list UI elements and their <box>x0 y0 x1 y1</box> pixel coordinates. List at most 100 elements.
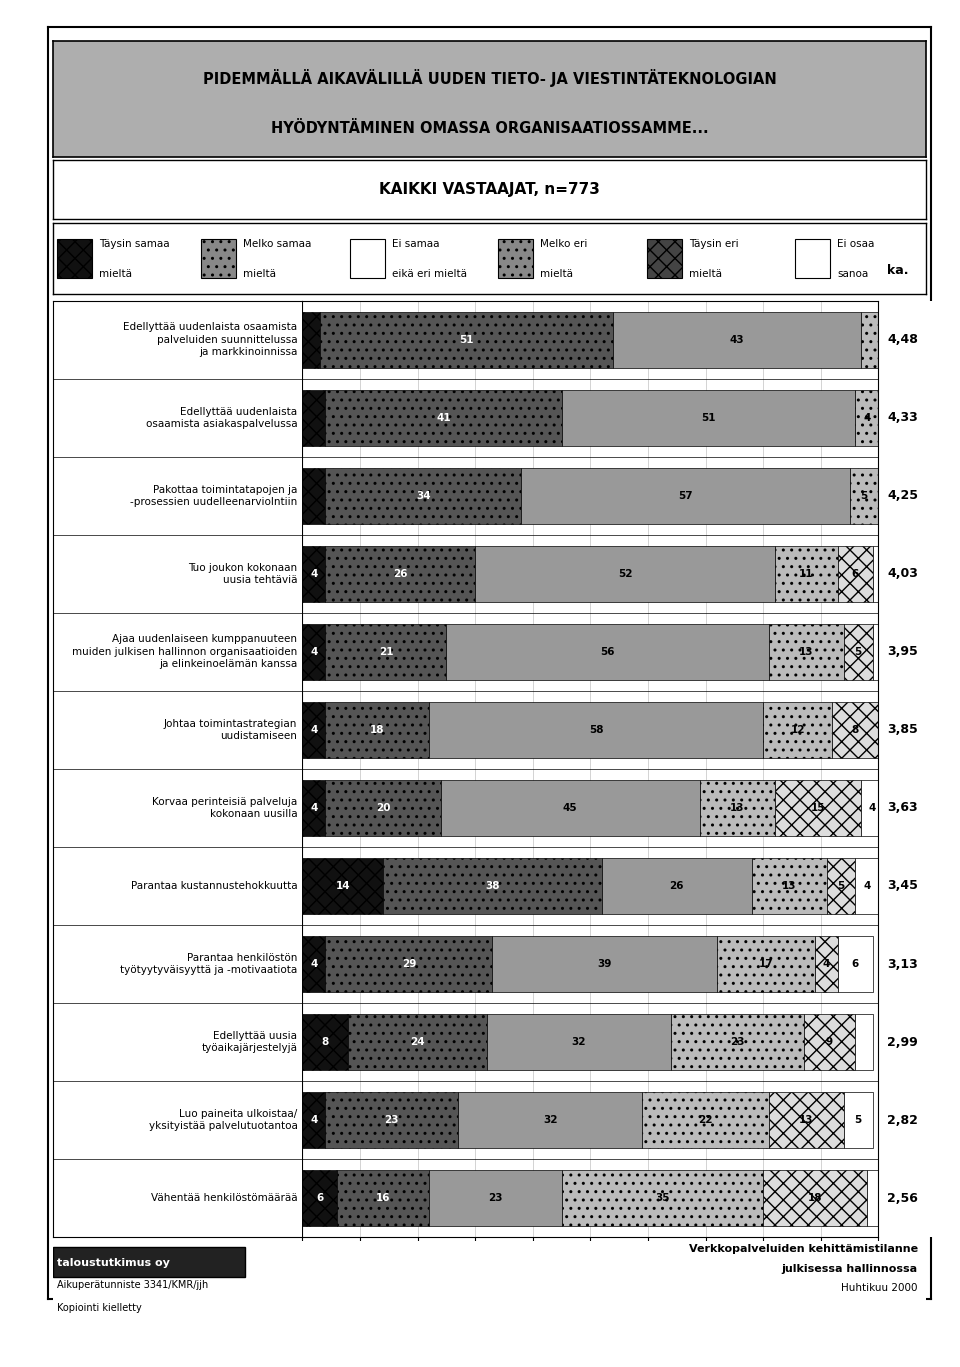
Text: Melko samaa: Melko samaa <box>243 239 312 249</box>
Text: 18: 18 <box>370 725 385 735</box>
Text: Täysin eri: Täysin eri <box>688 239 738 249</box>
Text: sanoa: sanoa <box>837 269 869 279</box>
Bar <box>429 1170 562 1226</box>
Bar <box>861 312 878 368</box>
Text: 57: 57 <box>678 491 693 500</box>
Text: 4: 4 <box>823 960 830 969</box>
X-axis label: %: % <box>584 1263 597 1277</box>
Text: Parantaa kustannustehokkuutta: Parantaa kustannustehokkuutta <box>131 880 298 891</box>
Bar <box>325 390 562 446</box>
Text: 4: 4 <box>310 725 318 735</box>
Bar <box>202 239 236 279</box>
Text: 13: 13 <box>781 880 797 891</box>
Text: KAIKKI VASTAAJAT, n=773: KAIKKI VASTAAJAT, n=773 <box>379 182 600 197</box>
Text: 29: 29 <box>402 960 416 969</box>
Text: Parantaa henkilöstön
työtyytyväisyyttä ja -motivaatiota: Parantaa henkilöstön työtyytyväisyyttä j… <box>120 953 298 975</box>
Bar <box>325 468 521 524</box>
Text: 4: 4 <box>863 413 871 422</box>
Text: 5: 5 <box>854 1115 862 1125</box>
Bar <box>850 468 878 524</box>
Text: 13: 13 <box>908 725 924 735</box>
Bar <box>302 623 325 679</box>
Text: 32: 32 <box>542 1115 558 1125</box>
Text: 26: 26 <box>393 569 408 578</box>
Bar <box>878 701 953 759</box>
Bar <box>441 779 700 837</box>
Bar <box>890 390 901 446</box>
Bar <box>855 1014 873 1070</box>
Text: julkisessa hallinnossa: julkisessa hallinnossa <box>781 1263 918 1274</box>
Bar <box>878 312 884 368</box>
Bar <box>804 1014 855 1070</box>
Text: 14: 14 <box>905 647 921 658</box>
Text: Aikuperätunniste 3341/KMR/jjh: Aikuperätunniste 3341/KMR/jjh <box>58 1280 208 1290</box>
Text: 51: 51 <box>459 335 474 344</box>
Text: Kopiointi kielletty: Kopiointi kielletty <box>58 1303 142 1314</box>
Text: 38: 38 <box>485 880 500 891</box>
Bar <box>492 936 717 992</box>
Text: 34: 34 <box>416 491 431 500</box>
Bar <box>302 545 325 601</box>
Text: 4: 4 <box>869 802 876 813</box>
Text: Johtaa toimintastrategian
uudistamiseen: Johtaa toimintastrategian uudistamiseen <box>164 719 298 741</box>
Text: Tuo joukon kokonaan
uusia tehtäviä: Tuo joukon kokonaan uusia tehtäviä <box>188 563 298 585</box>
Text: eikä eri mieltä: eikä eri mieltä <box>392 269 467 279</box>
Bar <box>562 390 855 446</box>
Text: 39: 39 <box>598 960 612 969</box>
Text: 13: 13 <box>799 1115 814 1125</box>
Bar <box>896 468 907 524</box>
Bar <box>867 1170 884 1226</box>
Bar <box>475 545 775 601</box>
Bar <box>302 390 325 446</box>
Bar <box>337 1170 429 1226</box>
Bar <box>325 936 492 992</box>
Text: 6: 6 <box>316 1193 324 1203</box>
Text: 4,25: 4,25 <box>887 489 918 502</box>
Text: 4: 4 <box>310 569 318 578</box>
Bar <box>325 779 441 837</box>
Text: 23: 23 <box>384 1115 399 1125</box>
Bar <box>302 1014 348 1070</box>
Bar <box>429 701 763 759</box>
Bar <box>302 779 325 837</box>
Bar <box>775 545 838 601</box>
Text: 3,95: 3,95 <box>887 645 918 659</box>
Text: 3,13: 3,13 <box>887 957 918 971</box>
Text: Edellyttää uudenlaista osaamista
palveluiden suunnittelussa
ja markkinoinnissa: Edellyttää uudenlaista osaamista palvelu… <box>123 323 298 357</box>
Text: 51: 51 <box>701 413 716 422</box>
Text: 2,99: 2,99 <box>887 1036 918 1048</box>
Text: Verkkopalveluiden kehittämistilanne: Verkkopalveluiden kehittämistilanne <box>688 1244 918 1255</box>
Bar <box>53 1247 245 1277</box>
Text: Ei samaa: Ei samaa <box>392 239 440 249</box>
Text: PIDEMMÄLLÄ AIKAVÄLILLÄ UUDEN TIETO- JA VIESTINTÄTEKNOLOGIAN: PIDEMMÄLLÄ AIKAVÄLILLÄ UUDEN TIETO- JA V… <box>203 70 777 87</box>
Bar <box>349 239 385 279</box>
Text: HYÖDYNTÄMINEN OMASSA ORGANISAATIOSSAMME...: HYÖDYNTÄMINEN OMASSA ORGANISAATIOSSAMME.… <box>271 120 708 135</box>
Text: 56: 56 <box>600 647 615 658</box>
Text: 45: 45 <box>563 802 578 813</box>
Bar <box>325 1092 458 1148</box>
Text: 4: 4 <box>863 880 871 891</box>
Text: 58: 58 <box>588 725 604 735</box>
Text: 4,03: 4,03 <box>887 567 918 581</box>
Text: 18: 18 <box>807 1193 823 1203</box>
Text: Ajaa uudenlaiseen kumppanuuteen
muiden julkisen hallinnon organisaatioiden
ja el: Ajaa uudenlaiseen kumppanuuteen muiden j… <box>72 634 298 670</box>
Text: Korvaa perinteisiä palveluja
kokonaan uusilla: Korvaa perinteisiä palveluja kokonaan uu… <box>152 797 298 819</box>
Bar <box>302 1170 337 1226</box>
Text: Edellyttää uudenlaista
osaamista asiakaspalvelussa: Edellyttää uudenlaista osaamista asiakas… <box>146 406 298 429</box>
Text: 23: 23 <box>488 1193 503 1203</box>
Bar <box>861 779 884 837</box>
Text: 3,45: 3,45 <box>887 879 918 893</box>
Text: 5: 5 <box>860 491 868 500</box>
Bar <box>446 623 769 679</box>
Bar <box>775 779 861 837</box>
Bar <box>769 623 844 679</box>
Bar <box>815 936 838 992</box>
Bar <box>671 1014 804 1070</box>
Text: 5: 5 <box>854 647 862 658</box>
Bar <box>844 623 873 679</box>
Text: 8: 8 <box>322 1038 329 1047</box>
Text: 16: 16 <box>375 1193 391 1203</box>
Text: 22: 22 <box>698 1115 713 1125</box>
Bar <box>348 1014 487 1070</box>
Text: mieltä: mieltä <box>540 269 573 279</box>
